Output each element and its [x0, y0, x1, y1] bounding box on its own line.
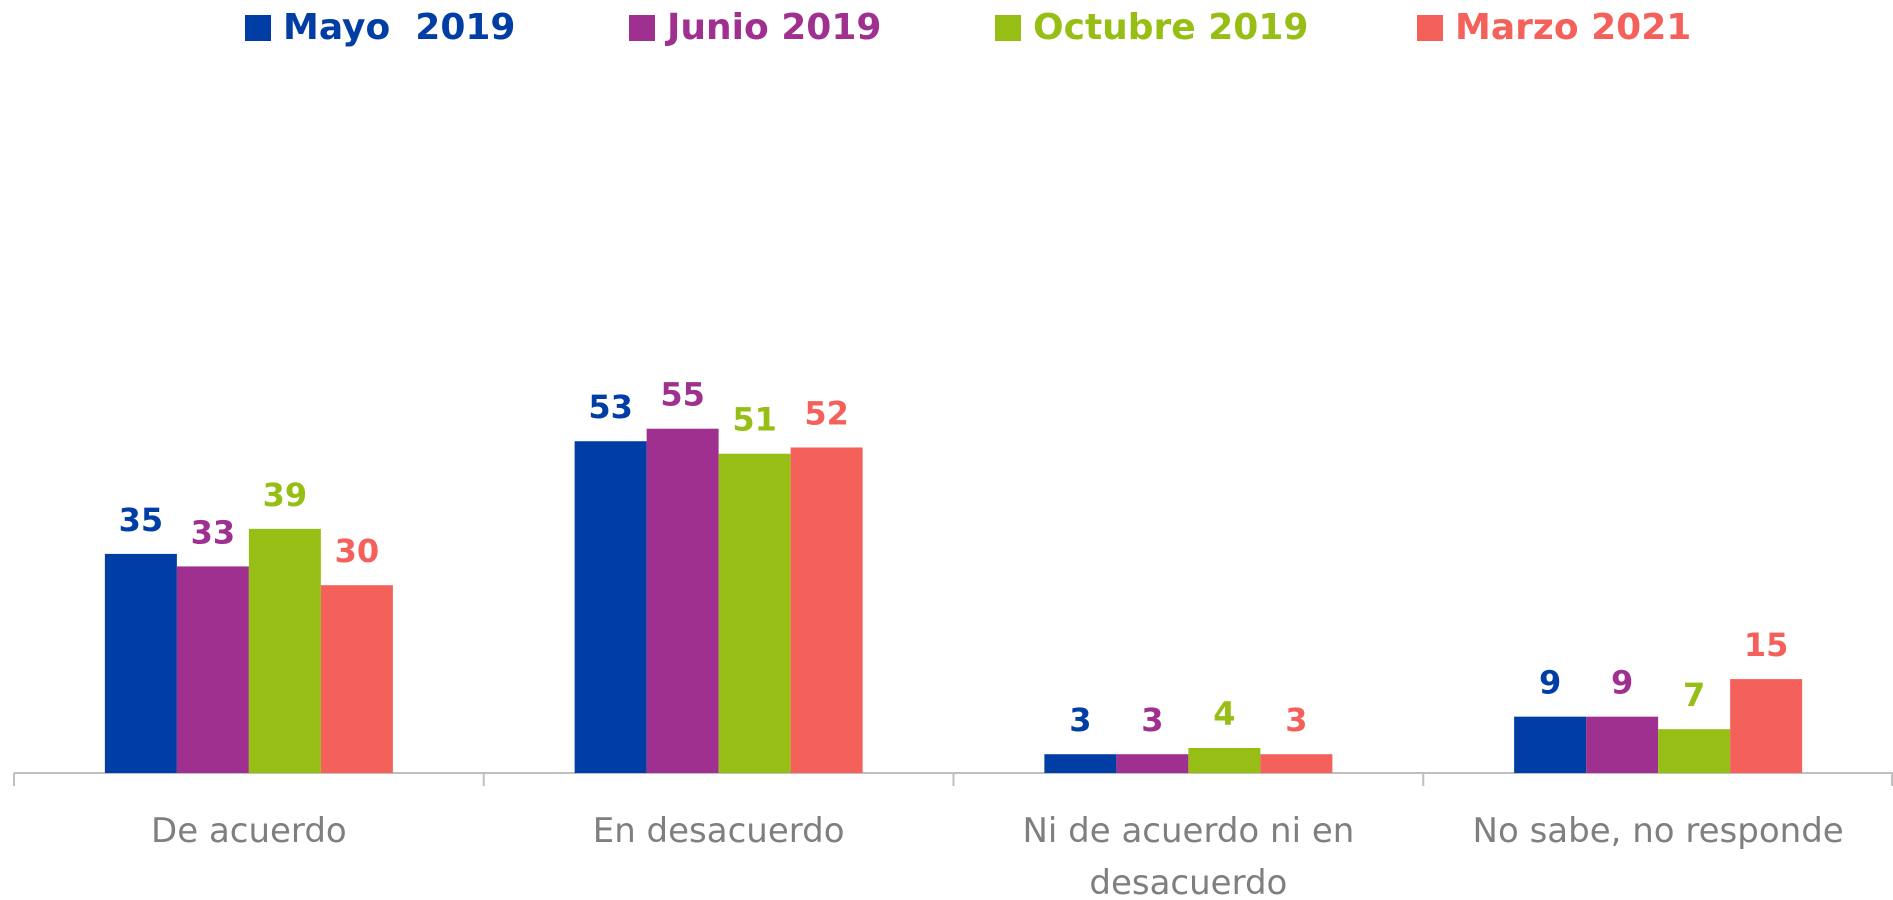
x-tick-label: De acuerdo: [151, 811, 347, 851]
bar: [1586, 716, 1659, 773]
value-label: 3: [1069, 701, 1091, 739]
value-label: 3: [1141, 701, 1163, 739]
value-label: 4: [1213, 695, 1235, 733]
bar: [1188, 747, 1261, 773]
bar: [104, 553, 177, 773]
legend-swatch: [629, 15, 655, 41]
value-label: 51: [732, 401, 777, 439]
bar: [1260, 754, 1333, 773]
legend-swatch: [245, 15, 271, 41]
x-tick-label: En desacuerdo: [592, 811, 845, 851]
value-label: 39: [263, 476, 308, 514]
value-label: 15: [1744, 626, 1789, 664]
value-label: 7: [1683, 676, 1705, 714]
bar: [574, 441, 647, 773]
legend-swatch: [995, 15, 1021, 41]
bar: [1116, 754, 1189, 773]
bar: [248, 528, 321, 773]
bar: [1730, 679, 1803, 773]
value-label: 3: [1285, 701, 1307, 739]
bar: [718, 453, 791, 773]
legend-label: Junio 2019: [664, 7, 881, 48]
value-label: 52: [804, 394, 849, 432]
legend-label: Mayo 2019: [283, 7, 515, 48]
legend-label: Marzo 2021: [1455, 7, 1691, 48]
bar: [1658, 729, 1731, 773]
value-label: 33: [191, 513, 236, 551]
value-label: 30: [335, 532, 380, 570]
value-label: 9: [1539, 664, 1561, 702]
bar: [176, 566, 249, 773]
bar: [1044, 754, 1117, 773]
x-tick-label: No sabe, no responde: [1472, 811, 1844, 851]
value-label: 35: [119, 501, 164, 539]
value-label: 55: [660, 376, 705, 414]
legend-swatch: [1417, 15, 1443, 41]
bar: [320, 585, 393, 773]
bar: [646, 428, 719, 773]
bar: [1514, 716, 1587, 773]
bar: [790, 447, 863, 773]
value-label: 9: [1611, 664, 1633, 702]
value-label: 53: [588, 388, 633, 426]
legend-label: Octubre 2019: [1033, 7, 1308, 48]
x-tick-label: Ni de acuerdo ni en desacuerdo: [1022, 811, 1355, 900]
